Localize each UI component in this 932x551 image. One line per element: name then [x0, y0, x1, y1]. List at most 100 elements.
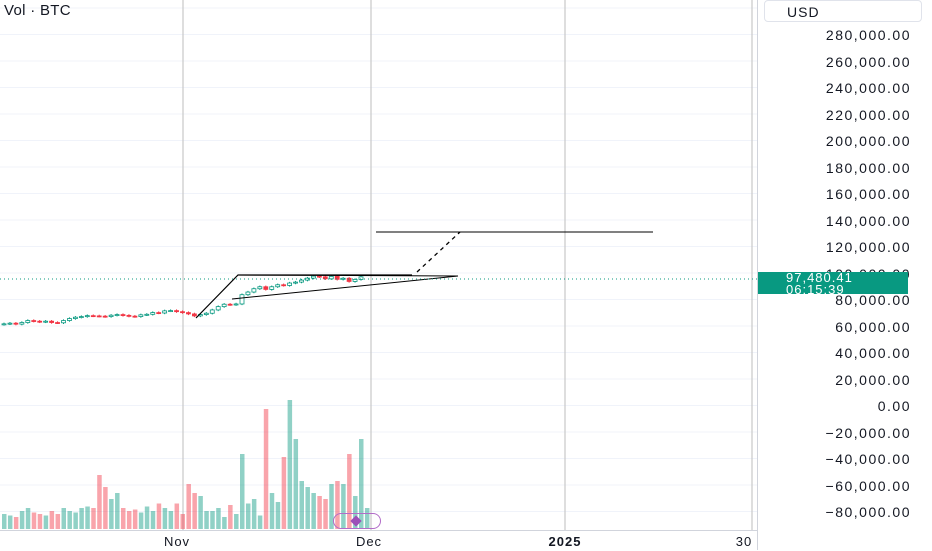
candle-body — [209, 309, 215, 314]
volume-bar — [222, 517, 227, 529]
candle-body — [162, 310, 168, 314]
volume-bar — [49, 511, 55, 529]
volume-bar — [25, 508, 31, 529]
chart-pane[interactable]: Vol · BTC — [0, 0, 757, 530]
price-tick-label: 280,000.00 — [825, 27, 911, 43]
candle-body — [263, 286, 269, 290]
candle-body — [287, 282, 293, 286]
price-tick-label: 20,000.00 — [835, 371, 911, 388]
candle-body — [245, 291, 251, 296]
volume-bar — [269, 493, 275, 529]
volume-bar — [31, 512, 37, 529]
volume-bar — [364, 508, 370, 529]
time-axis[interactable]: Nov Dec 2025 30 — [0, 530, 757, 551]
bar-countdown: 06:15:39 — [786, 282, 845, 297]
time-axis-label: Nov — [163, 534, 191, 549]
candle-body — [299, 279, 304, 283]
volume-bar — [263, 409, 269, 529]
candle-body — [305, 277, 310, 281]
volume-bar — [317, 496, 322, 529]
candle-body — [138, 314, 144, 317]
volume-bar — [55, 514, 61, 529]
volume-bar — [2, 514, 7, 529]
price-tick-label: 60,000.00 — [835, 318, 911, 335]
volume-bar — [347, 454, 352, 529]
price-tick-label: 220,000.00 — [825, 106, 911, 123]
volume-bar — [67, 511, 72, 529]
candle-body — [186, 312, 191, 315]
candle-body — [114, 314, 120, 316]
price-tick-label: −60,000.00 — [825, 477, 911, 494]
volume-bar — [251, 499, 257, 529]
candle-body — [269, 286, 275, 290]
candle-body — [310, 275, 316, 279]
time-axis-label: 2025 — [548, 534, 582, 549]
candles — [1, 274, 364, 326]
volume-bar — [311, 493, 316, 529]
price-tick-label: 120,000.00 — [825, 239, 911, 255]
candle-body — [78, 316, 84, 318]
candle-body — [293, 281, 298, 284]
price-tick-label: 160,000.00 — [825, 186, 911, 202]
candle-body — [322, 276, 328, 280]
candle-body — [126, 314, 132, 317]
volume-bar — [37, 514, 43, 529]
chart-grid — [0, 0, 757, 530]
candle-body — [43, 320, 49, 323]
candle-body — [334, 276, 340, 280]
candle-body — [156, 312, 162, 314]
currency-button[interactable]: USD — [764, 0, 922, 22]
price-scale[interactable]: USD 280,000.00 260,000.00 240,000.00 220,00… — [757, 0, 932, 550]
candle-body — [251, 288, 257, 293]
price-tick-label: 0.00 — [877, 398, 911, 414]
candle-body — [239, 294, 245, 305]
candle-body — [132, 315, 138, 318]
candle-body — [55, 322, 60, 324]
candle-body — [31, 320, 37, 322]
volume-bar — [299, 481, 304, 529]
candle-body — [84, 315, 90, 318]
price-tick-label: 80,000.00 — [835, 292, 911, 308]
volume-bar — [210, 511, 215, 529]
candle-body — [346, 277, 352, 282]
candle-body — [96, 315, 102, 318]
candle-body — [49, 320, 54, 323]
candle-body — [90, 315, 96, 318]
candle-body — [37, 320, 43, 323]
candle-body — [180, 311, 185, 314]
last-price-label: 97,480.41 06:15:39 — [758, 271, 908, 297]
volume-profile-icon[interactable] — [333, 513, 381, 529]
flag-pole-line — [195, 274, 412, 319]
volume-bar — [103, 487, 108, 529]
price-tick-label: −40,000.00 — [825, 451, 911, 467]
volume-bar — [109, 499, 114, 529]
volume-bar — [79, 508, 84, 529]
price-chart-svg[interactable] — [0, 0, 757, 530]
candle-body — [257, 286, 263, 290]
volume-bar — [228, 505, 233, 529]
candle-body — [275, 284, 281, 288]
price-tick-label: 200,000.00 — [825, 133, 911, 149]
volume-bar — [13, 517, 19, 529]
price-tick-label: 240,000.00 — [825, 80, 911, 96]
volume-bar — [234, 514, 239, 529]
volume-bar — [245, 503, 251, 529]
candle-body — [102, 315, 108, 318]
projection-dashed-line — [416, 231, 461, 273]
candle-body — [227, 303, 233, 306]
candle-body — [150, 312, 156, 315]
price-tick-label: 180,000.00 — [825, 159, 911, 176]
price-tick-label: 140,000.00 — [825, 212, 911, 229]
candle-body — [215, 306, 221, 311]
volume-bar — [257, 515, 263, 529]
candle-body — [13, 322, 19, 325]
candle-body — [352, 279, 358, 282]
flag-lower-trendline — [231, 275, 459, 300]
candle-body — [168, 310, 174, 313]
volume-bar — [335, 481, 340, 529]
candle-body — [19, 322, 25, 325]
volume-bar — [121, 508, 126, 529]
candle-body — [61, 320, 66, 324]
candle-body — [73, 316, 78, 319]
volume-bars — [2, 400, 370, 529]
